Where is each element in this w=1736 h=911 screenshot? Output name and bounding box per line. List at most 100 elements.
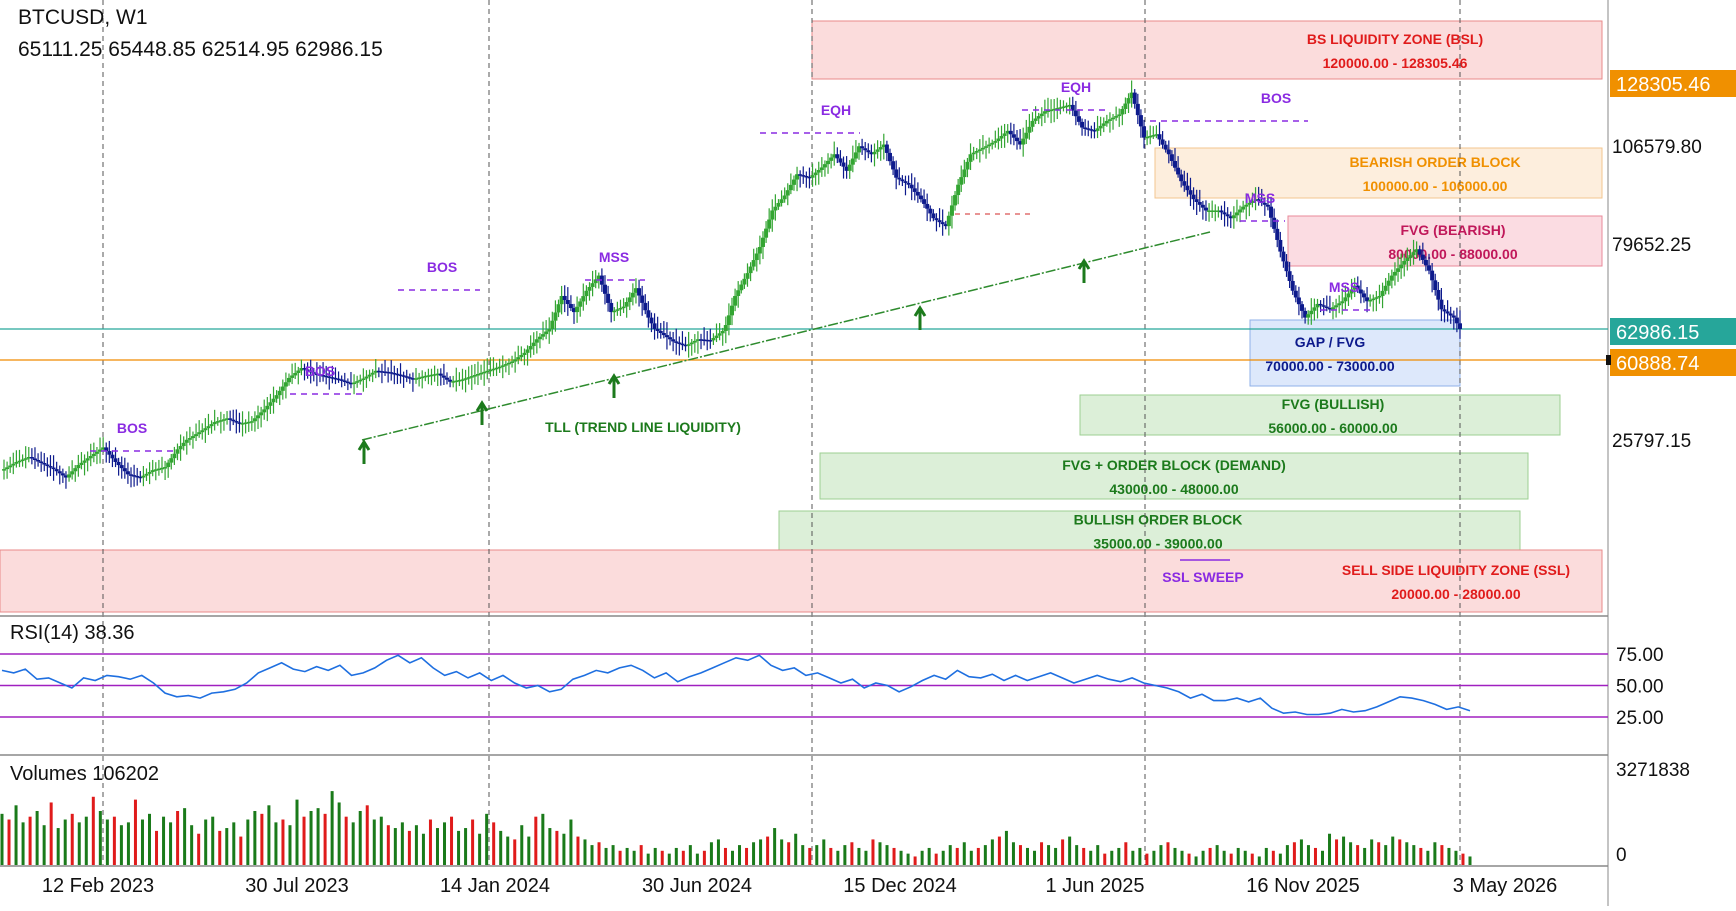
- volume-bar: [885, 845, 889, 865]
- sell-side-liquidity-zone-box: [0, 549, 1603, 613]
- candle-bull: [141, 475, 146, 478]
- volume-bar: [541, 813, 545, 865]
- volume-bar: [1405, 842, 1409, 865]
- candle-bull: [370, 372, 375, 375]
- candle-bull: [1389, 275, 1394, 281]
- volume-bar: [702, 850, 706, 865]
- volume-bar: [948, 845, 952, 865]
- candle-bull: [513, 359, 518, 362]
- candle-bull: [534, 339, 539, 343]
- volume-bar: [393, 828, 397, 865]
- candle-bull: [1337, 303, 1342, 306]
- candle-bull: [757, 246, 762, 254]
- candle-bear: [1430, 270, 1435, 281]
- volume-bar: [857, 847, 861, 865]
- volume-bar: [969, 850, 973, 865]
- candle-bull: [1334, 305, 1339, 308]
- candle-bull: [491, 368, 496, 371]
- candle-bear: [1290, 280, 1295, 291]
- candle-bear: [29, 457, 34, 459]
- volume-bar: [618, 850, 622, 865]
- tll-label: TLL (TREND LINE LIQUIDITY): [545, 419, 741, 435]
- candle-bull: [1386, 280, 1391, 286]
- candle-bull: [293, 372, 298, 376]
- candle-bear: [1439, 299, 1444, 310]
- ohlc-readout: 65111.25 65448.85 62514.95 62986.15: [18, 38, 383, 61]
- candle-bear: [683, 344, 688, 347]
- candle-bull: [417, 377, 422, 379]
- trend-line-liquidity: [361, 231, 1211, 441]
- candle-bull: [85, 458, 90, 461]
- candle-bear: [237, 422, 242, 424]
- volume-bar: [1089, 850, 1093, 865]
- gap-fvg-title: GAP / FVG: [1295, 334, 1366, 350]
- candle-bull: [98, 449, 103, 452]
- candle-bull: [429, 374, 434, 377]
- candle-bull: [723, 325, 728, 331]
- candle-bear: [438, 373, 443, 376]
- sell-side-liquidity-zone-title: SELL SIDE LIQUIDITY ZONE (SSL): [1342, 562, 1570, 578]
- volume-bar: [464, 828, 468, 865]
- candle-bear: [1188, 190, 1193, 195]
- candle-bull: [414, 378, 419, 380]
- candle-bull: [479, 372, 484, 375]
- candle-bull: [760, 237, 765, 247]
- candle-bull: [209, 424, 214, 427]
- candle-bull: [1052, 108, 1057, 111]
- volume-bar: [443, 822, 447, 865]
- candle-bull: [553, 312, 558, 321]
- candle-bear: [1142, 126, 1147, 138]
- candle-bull: [751, 260, 756, 267]
- candle-bull: [1039, 113, 1044, 117]
- candle-bull: [550, 320, 555, 329]
- candle-bull: [767, 219, 772, 229]
- volume-bar: [365, 805, 369, 865]
- candle-bear: [1011, 134, 1016, 138]
- volume-bar: [906, 853, 910, 865]
- candle-bear: [1303, 310, 1308, 318]
- candle-bull: [503, 364, 508, 366]
- volume-bar: [850, 842, 854, 865]
- candle-bull: [581, 296, 586, 302]
- candle-bear: [671, 339, 676, 342]
- candle-bear: [1417, 249, 1422, 255]
- candle-bear: [915, 191, 920, 196]
- candle-bear: [807, 176, 812, 179]
- candle-bull: [1117, 114, 1122, 117]
- candle-bull: [256, 415, 261, 419]
- candle-bear: [866, 150, 871, 153]
- up-arrow-icon: [607, 373, 621, 398]
- candle-bear: [1219, 210, 1224, 213]
- candle-bear: [909, 184, 914, 189]
- volume-bar: [878, 842, 882, 865]
- candle-bull: [714, 335, 719, 338]
- up-arrow-icon: [1077, 258, 1091, 283]
- candle-bull: [175, 449, 180, 454]
- candle-bear: [1436, 289, 1441, 300]
- volume-bar: [576, 836, 580, 865]
- candle-bear: [345, 381, 350, 384]
- price-tick-label: 106579.80: [1612, 137, 1702, 158]
- volume-bar: [1335, 839, 1339, 865]
- candle-bull: [190, 436, 195, 439]
- volume-bar: [801, 845, 805, 865]
- candle-bull: [215, 421, 220, 423]
- candle-bear: [903, 181, 908, 183]
- volume-bar: [211, 816, 215, 865]
- volume-bar: [527, 836, 531, 865]
- volume-bar: [780, 839, 784, 865]
- gap-fvg-range: 70000.00 - 73000.00: [1265, 358, 1394, 374]
- candle-bear: [333, 377, 338, 380]
- candle-bull: [1414, 249, 1419, 253]
- candle-bear: [389, 372, 394, 374]
- volume-bar: [513, 839, 517, 865]
- candle-bull: [1231, 215, 1236, 219]
- candle-bear: [943, 224, 948, 227]
- volume-bar: [730, 850, 734, 865]
- candle-bull: [373, 370, 378, 373]
- candle-bull: [76, 465, 81, 469]
- volume-bar: [639, 845, 643, 865]
- volume-bar: [316, 808, 320, 865]
- volume-bar: [1187, 853, 1191, 865]
- volume-bar: [738, 845, 742, 865]
